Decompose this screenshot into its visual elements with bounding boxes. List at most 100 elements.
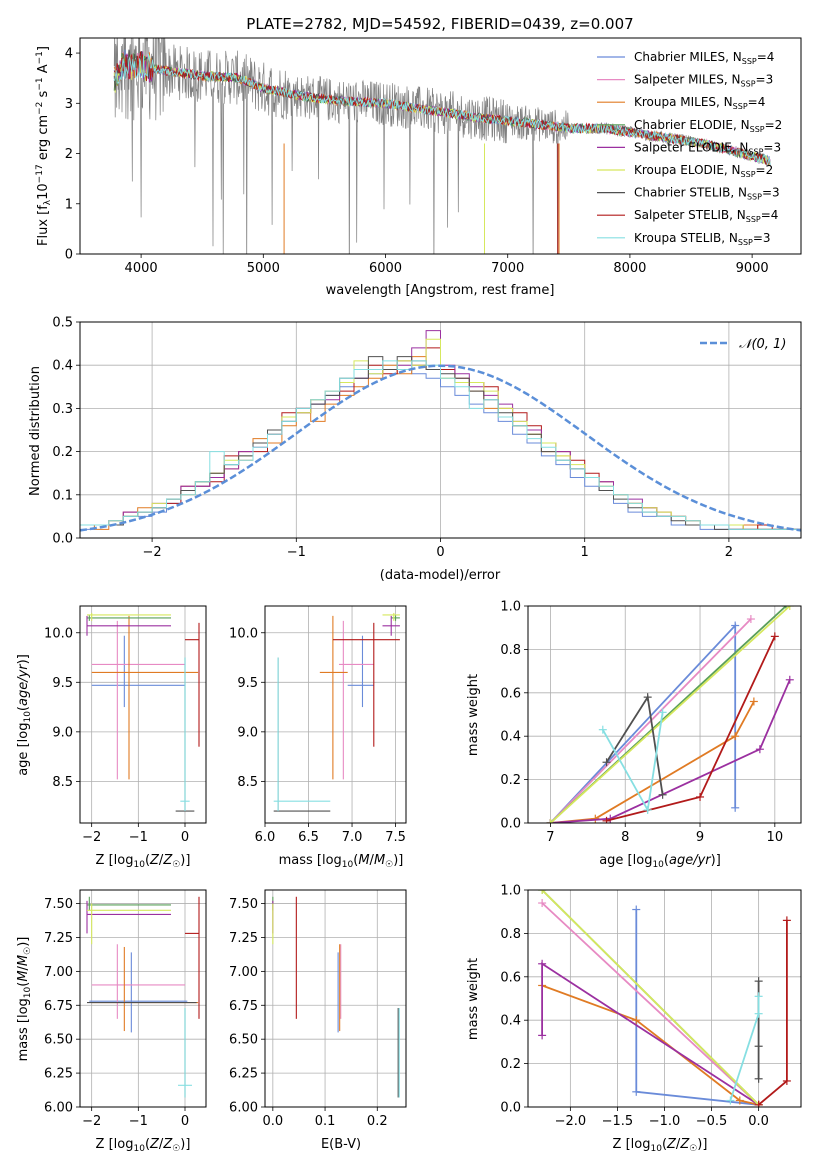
y-tick-label: 7.25: [229, 931, 258, 946]
y-tick-label: 0.8: [500, 643, 521, 658]
x-tick-label: −1.5: [602, 1114, 634, 1129]
weight-vs-age-panel: 7 8 9 10 0.0 0.2 0.4 0.6 0.8 1.0 age [log10(age/y…: [466, 600, 802, 870]
y-tick-label: 6.00: [44, 1101, 73, 1116]
weight-line: [758, 920, 788, 1106]
weight-line: [549, 606, 791, 823]
mass-z-plot-area: −2 −1 0 6.00 6.25 6.50 6.75 7.00 7.25 7.50: [44, 889, 207, 1129]
x-tick-label: 6.5: [298, 830, 319, 845]
mass-z-xlabel: Z [log10(Z/Z☉)]: [96, 1137, 191, 1154]
weight-age-ylabel: mass weight: [466, 674, 481, 756]
histogram-ylabel: Normed distribution: [28, 366, 43, 496]
legend-label: Chabrier STELIB, NSSP=3: [634, 186, 780, 202]
weight-series: [538, 890, 791, 1107]
y-tick-label: 9.5: [52, 676, 73, 691]
x-tick-label: −2: [82, 1114, 101, 1129]
legend-label: Chabrier MILES, NSSP=4: [634, 50, 774, 66]
y-tick-label: 9.0: [52, 725, 73, 740]
age-z-ylabel: age [log10(age/yr)]: [16, 654, 33, 776]
y-tick-label: 0.2: [500, 1057, 521, 1072]
age-z-xlabel: Z [log10(Z/Z☉)]: [96, 853, 191, 870]
y-tick-label: 0.3: [52, 402, 73, 417]
y-tick-label: 0.2: [52, 445, 73, 460]
y-tick-label: 6.50: [44, 1033, 73, 1048]
x-tick-label: −1.0: [649, 1114, 681, 1129]
x-tick-label: 0: [181, 830, 189, 845]
y-tick-label: 0.5: [52, 316, 73, 331]
histogram-legend: 𝒩(0, 1): [700, 337, 786, 352]
y-tick-label: 8.5: [237, 775, 258, 790]
mass-vs-extinction-panel: 0.0 0.1 0.2 6.00 6.25 6.50 6.75 7.00 7.25 7.50 E(…: [229, 889, 407, 1152]
spectrum-lines: [113, 38, 771, 254]
residual-histogram-panel: −2 −1 0 1 2 0.0 0.1 0.2 0.3 0.4 0.5 (data-model)/e…: [28, 316, 802, 583]
axes-frame: [264, 605, 407, 824]
weight-vs-metallicity-panel: −2.0 −1.5 −1.0 −0.5 0.0 0.0 0.2 0.4 0.6 0.8 1.0 Z …: [466, 884, 802, 1154]
x-tick-label: 5000: [247, 261, 280, 276]
age-mass-plot-area: 6.0 6.5 7.0 7.5 8.5 9.0 9.5 10.0: [229, 605, 407, 845]
legend-label: Chabrier ELODIE, NSSP=2: [634, 118, 782, 134]
y-tick-label: 0.4: [52, 359, 73, 374]
age-z-plot-area: −2 −1 0 8.5 9.0 9.5 10.0: [44, 605, 207, 845]
weight-line: [541, 984, 759, 1106]
y-tick-label: 1.0: [500, 884, 521, 899]
axes-frame: [79, 605, 207, 824]
axes-frame: [79, 37, 802, 255]
x-tick-label: −2: [143, 545, 162, 560]
axes-frame: [527, 605, 802, 824]
y-tick-label: 8.5: [52, 775, 73, 790]
mass-ebv-plot-area: 0.0 0.1 0.2 6.00 6.25 6.50 6.75 7.00 7.25 7.50: [229, 889, 407, 1129]
x-tick-label: 8000: [613, 261, 646, 276]
weight-series: [546, 606, 794, 823]
y-tick-label: 7.00: [44, 965, 73, 980]
x-tick-label: −1: [129, 830, 148, 845]
model-spectrum-line: [113, 53, 771, 166]
x-tick-label: −2.0: [555, 1114, 587, 1129]
y-tick-label: 6.00: [229, 1101, 258, 1116]
weight-z-ylabel: mass weight: [466, 958, 481, 1040]
x-tick-label: 0.0: [748, 1114, 769, 1129]
y-tick-label: 1.0: [500, 600, 521, 615]
mass-vs-metallicity-panel: −2 −1 0 6.00 6.25 6.50 6.75 7.00 7.25 7.50 Z [log…: [16, 889, 207, 1154]
spectrum-title: PLATE=2782, MJD=54592, FIBERID=0439, z=0…: [246, 15, 633, 33]
y-tick-label: 10.0: [44, 626, 73, 641]
y-tick-label: 7.00: [229, 965, 258, 980]
weight-line: [729, 996, 760, 1101]
axes-frame: [79, 321, 802, 539]
y-tick-label: 9.0: [237, 725, 258, 740]
legend-label: Kroupa MILES, NSSP=4: [634, 95, 765, 111]
x-tick-label: 0.1: [315, 1114, 336, 1129]
y-tick-label: 6.50: [229, 1033, 258, 1048]
x-tick-label: 0.2: [367, 1114, 388, 1129]
weight-z-xlabel: Z [log10(Z/Z☉)]: [613, 1137, 708, 1154]
normal-distribution-curve: [80, 364, 801, 532]
spectrum-panel: PLATE=2782, MJD=54592, FIBERID=0439, z=0…: [35, 15, 802, 298]
legend-label: Salpeter STELIB, NSSP=4: [634, 208, 778, 224]
mass-z-ylabel: mass [log10(M/M☉)]: [16, 937, 33, 1062]
legend-label: Kroupa ELODIE, NSSP=2: [634, 163, 773, 179]
y-tick-label: 0.2: [500, 773, 521, 788]
weight-line: [549, 623, 737, 823]
x-tick-label: 9: [696, 830, 704, 845]
histogram-step-line: [80, 360, 801, 538]
x-tick-label: 1: [581, 545, 589, 560]
normal-dist-legend-label: 𝒩(0, 1): [739, 337, 786, 352]
y-tick-label: 0.0: [500, 817, 521, 832]
weight-age-plot-area: 7 8 9 10 0.0 0.2 0.4 0.6 0.8 1.0: [500, 600, 802, 845]
y-tick-label: 7.50: [229, 897, 258, 912]
x-tick-label: 7000: [491, 261, 524, 276]
legend-label: Salpeter ELODIE, NSSP=3: [634, 140, 781, 156]
x-tick-label: 0: [436, 545, 444, 560]
y-tick-label: 4: [65, 47, 73, 62]
legend-label: Kroupa STELIB, NSSP=3: [634, 231, 771, 247]
age-mass-xlabel: mass [log10(M/M☉)]: [279, 853, 404, 870]
x-tick-label: 9000: [736, 261, 769, 276]
weight-line: [550, 679, 791, 823]
weight-line: [541, 962, 760, 1106]
y-tick-label: 6.75: [229, 999, 258, 1014]
y-tick-label: 9.5: [237, 676, 258, 691]
x-tick-label: 0: [181, 1114, 189, 1129]
x-tick-label: −1: [129, 1114, 148, 1129]
y-tick-label: 6.25: [44, 1067, 73, 1082]
weight-z-plot-area: −2.0 −1.5 −1.0 −0.5 0.0 0.0 0.2 0.4 0.6 0.8 1.0: [500, 884, 802, 1129]
x-tick-label: 0.0: [262, 1114, 283, 1129]
